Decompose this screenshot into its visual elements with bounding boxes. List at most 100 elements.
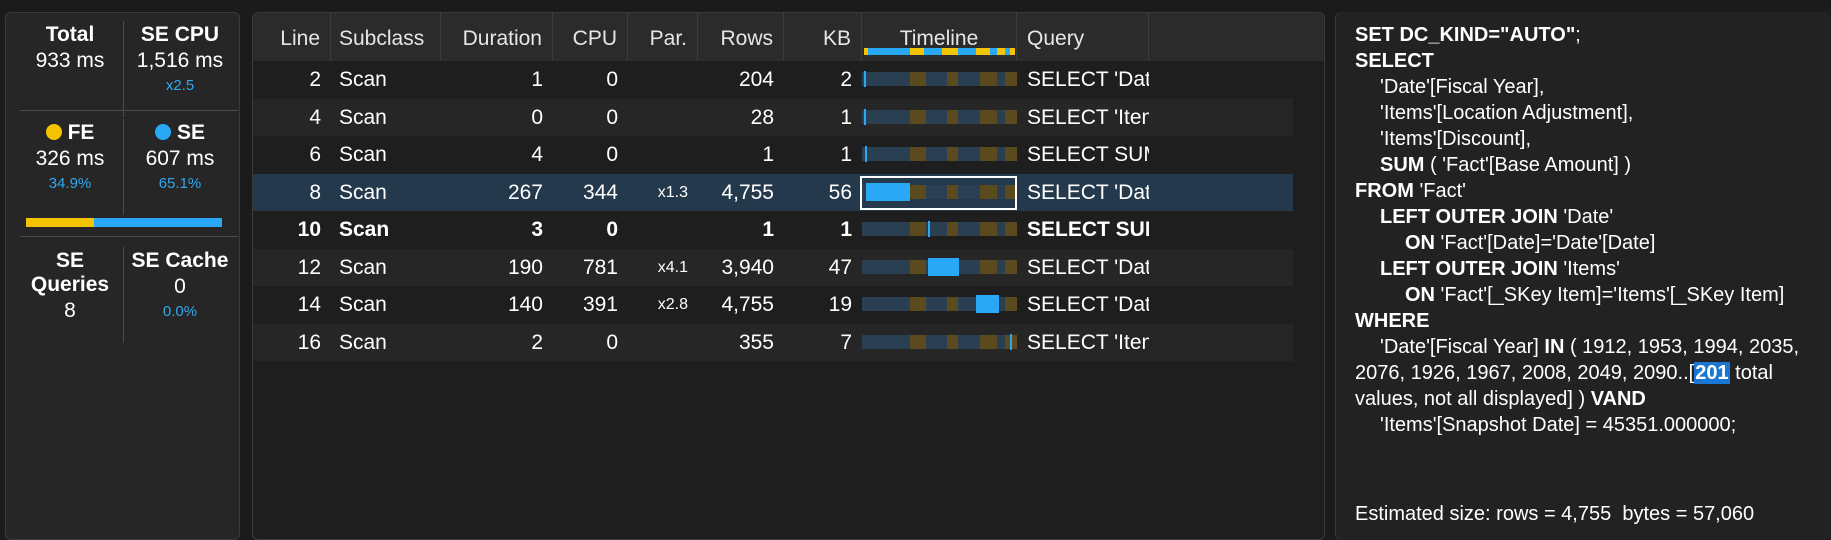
timeline-band (925, 147, 948, 161)
column-header-timeline[interactable]: Timeline (862, 13, 1017, 61)
cell-line: 12 (297, 255, 321, 279)
table-row[interactable]: 6 Scan 4 0 1 1 SELECT SUM ( ( (253, 136, 1293, 173)
cell-duration: 1 (531, 68, 543, 91)
timeline-band (979, 184, 997, 199)
fe-ratio-fill (26, 218, 95, 227)
column-header-kb[interactable]: KB (784, 13, 862, 61)
timeline-band (996, 259, 1005, 274)
fe-metric: FE 326 ms 34.9% (14, 121, 126, 192)
table-row[interactable]: 2 Scan 1 0 204 2 SELECT 'Date'[F (253, 61, 1293, 98)
divider (123, 119, 124, 215)
cell-kb: 1 (840, 218, 852, 241)
sql-keyword: LEFT OUTER JOIN (1380, 206, 1558, 228)
table-row[interactable]: 10 Scan 3 0 1 1 SELECT SUM ( (253, 211, 1293, 248)
table-row[interactable]: 8 Scan 267 344 x1.3 4,755 56 SELECT 'Date'[F (253, 173, 1293, 211)
column-header-rows[interactable]: Rows (698, 13, 784, 61)
fe-value: 326 ms (35, 147, 105, 170)
timeline-band (947, 184, 959, 199)
column-header-cpu[interactable]: CPU (553, 13, 628, 61)
sql-keyword: SELECT (1355, 50, 1434, 72)
cell-query: SELECT 'Date'[F (1027, 68, 1149, 91)
cell-duration: 2 (531, 330, 543, 354)
timeline-marker (864, 108, 866, 125)
timeline-bar (862, 108, 1017, 125)
sql-text: total (1729, 362, 1773, 384)
timeline-band (862, 334, 911, 349)
cell-query: SELECT 'Date'[F (1027, 255, 1149, 279)
column-header-query[interactable]: Query (1017, 13, 1149, 61)
sql-text: 'Date'[Fiscal Year], (1380, 76, 1545, 98)
cell-query: SELECT 'Date'[F (1027, 180, 1149, 204)
se-queries-grid[interactable]: Line Subclass Duration CPU Par. Rows KB … (252, 12, 1325, 540)
cell-line: 16 (297, 330, 321, 354)
timeline-band (1004, 109, 1017, 124)
timeline-band (979, 259, 997, 274)
cell-subclass: Scan (339, 68, 387, 91)
sql-text: 'Fact'[_SKey Item]='Items'[_SKey Item] (1435, 284, 1785, 306)
divider (123, 247, 124, 343)
timeline-band (910, 147, 926, 161)
cell-cpu: 0 (606, 218, 618, 241)
sql-keyword: WHERE (1355, 310, 1430, 332)
sql-text: 'Fact' (1413, 180, 1466, 202)
table-row[interactable]: 16 Scan 2 0 355 7 SELECT 'Items'[ (253, 323, 1293, 361)
total-label: Total (45, 23, 95, 46)
timeline-band (925, 72, 948, 86)
cell-par (628, 136, 698, 173)
estimated-size: Estimated size: rows = 4,755 bytes = 57,… (1355, 503, 1755, 525)
se-label: SE (176, 121, 205, 144)
timeline-bar (862, 221, 1017, 237)
timeline-marker (864, 71, 866, 87)
timeline-marker (864, 146, 867, 162)
table-row[interactable]: 12 Scan 190 781 x4.1 3,940 47 SELECT 'Date'[F (253, 248, 1293, 286)
sql-string: "AUTO" (1500, 24, 1576, 46)
se-cache-value: 0 (174, 275, 186, 298)
cell-rows: 3,940 (721, 255, 774, 279)
cell-rows: 28 (750, 105, 774, 129)
timeline-band (979, 222, 997, 236)
cell-par: x4.1 (657, 258, 688, 276)
cell-kb: 1 (840, 105, 852, 129)
total-value: 933 ms (35, 49, 105, 72)
cell-kb: 7 (840, 330, 852, 354)
sql-keyword: SUM (1380, 154, 1425, 176)
timeline-band (947, 109, 959, 124)
sql-text: 'Items'[Snapshot Date] = 45351.000000; (1380, 414, 1737, 436)
cell-line: 6 (309, 143, 321, 166)
sql-keyword: VAND (1590, 388, 1646, 410)
cell-line: 2 (309, 68, 321, 91)
cell-par (628, 211, 698, 248)
timeline-label: Timeline (899, 27, 979, 50)
column-header-subclass[interactable]: Subclass (331, 13, 441, 61)
timeline-marker (975, 295, 999, 313)
divider (123, 21, 124, 117)
timeline-band (996, 334, 1005, 349)
timeline-band (979, 147, 997, 161)
sql-text: 'Items' (1557, 258, 1620, 280)
cell-par: x1.3 (657, 183, 688, 201)
timeline-band (958, 222, 980, 236)
timeline-band (1004, 72, 1017, 86)
sql-text: 'Date' (1557, 206, 1614, 228)
timeline-band (910, 297, 926, 311)
timeline-band (958, 334, 980, 349)
query-text[interactable]: SET DC_KIND="AUTO"; SELECT 'Date'[Fiscal… (1355, 22, 1825, 438)
table-row[interactable]: 4 Scan 0 0 28 1 SELECT 'Items'[ (253, 98, 1293, 136)
cell-cpu: 344 (582, 180, 618, 204)
timeline-band (925, 297, 948, 311)
timeline-band (925, 109, 948, 124)
timeline-band (979, 72, 997, 86)
sql-text: values, not all displayed] ) (1355, 388, 1591, 410)
timeline-marker (865, 182, 910, 201)
timeline-band (996, 109, 1005, 124)
timeline-band (1004, 297, 1017, 311)
timeline-marker (927, 221, 930, 237)
column-header-duration[interactable]: Duration (441, 13, 553, 61)
column-header-line[interactable]: Line (253, 13, 331, 61)
query-text-panel[interactable]: SET DC_KIND="AUTO"; SELECT 'Date'[Fiscal… (1335, 12, 1831, 540)
table-row[interactable]: 14 Scan 140 391 x2.8 4,755 19 SELECT 'Date'[F (253, 286, 1293, 323)
sql-text: 'Items'[Location Adjustment], (1380, 102, 1634, 124)
column-header-par[interactable]: Par. (628, 13, 698, 61)
cell-par (628, 99, 698, 136)
timeline-band (862, 297, 911, 311)
